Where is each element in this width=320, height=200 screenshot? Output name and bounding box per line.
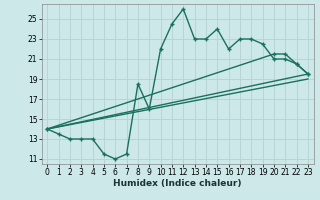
X-axis label: Humidex (Indice chaleur): Humidex (Indice chaleur) xyxy=(113,179,242,188)
